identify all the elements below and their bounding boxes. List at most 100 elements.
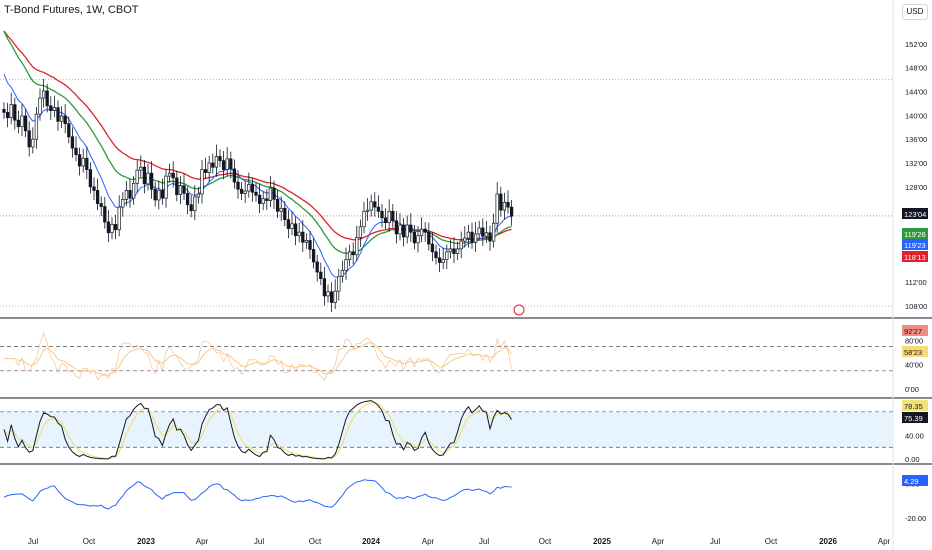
candle <box>445 251 449 260</box>
time-tick-label: 2026 <box>819 537 837 546</box>
price-label-box <box>902 208 928 219</box>
rsi-line <box>4 331 512 381</box>
price-tick-label: 108'00 <box>905 302 927 311</box>
time-tick-label: 2025 <box>593 537 611 546</box>
candle <box>70 136 75 149</box>
candle <box>286 219 291 229</box>
candle <box>243 190 247 194</box>
candle <box>34 113 39 140</box>
currency-button[interactable]: USD <box>902 4 928 20</box>
candle <box>351 251 355 256</box>
stoch-tick-label: 40.00 <box>905 431 924 440</box>
candle <box>185 193 190 206</box>
candle <box>207 162 211 173</box>
candle <box>412 231 417 244</box>
candle <box>380 210 384 219</box>
stoch-label-text: 75.39 <box>904 414 923 423</box>
candle <box>470 231 474 243</box>
candle <box>117 206 121 231</box>
candle <box>27 130 31 148</box>
candle <box>157 190 161 201</box>
candle <box>427 231 431 245</box>
candle <box>340 269 345 277</box>
candle <box>455 248 460 254</box>
candle <box>383 217 388 223</box>
candle <box>398 224 402 235</box>
candle <box>311 249 316 263</box>
candle <box>211 162 215 168</box>
candle <box>149 172 154 190</box>
candle <box>499 193 503 211</box>
candle <box>394 220 399 235</box>
candle <box>85 157 89 170</box>
candle <box>247 184 251 192</box>
candle <box>459 240 463 250</box>
candle <box>387 210 391 223</box>
candle <box>369 201 373 211</box>
time-tick-label: Oct <box>83 537 96 546</box>
price-label-box <box>902 251 928 262</box>
candle <box>268 187 273 201</box>
candle <box>463 237 467 242</box>
candle <box>365 209 370 212</box>
candle <box>304 240 309 243</box>
candle <box>5 112 10 119</box>
candle <box>139 166 143 171</box>
candle <box>239 188 244 194</box>
event-marker <box>513 304 525 316</box>
candle <box>293 223 298 237</box>
time-tick-label: Jul <box>710 537 720 546</box>
candle <box>146 172 150 185</box>
candle <box>272 187 276 200</box>
candle <box>283 207 287 220</box>
candle <box>175 177 179 195</box>
candle <box>477 227 481 235</box>
candle <box>355 237 359 256</box>
rsi-label-text: 92'27 <box>904 327 922 336</box>
price-label-text: 119'26 <box>904 230 926 239</box>
time-tick-label: Oct <box>539 537 552 546</box>
candle <box>337 275 341 292</box>
candle <box>333 290 337 303</box>
rsi-label-box <box>902 346 928 357</box>
candle <box>38 97 42 115</box>
candle <box>182 185 186 194</box>
time-tick-label: 2023 <box>137 537 155 546</box>
candle <box>171 172 175 179</box>
time-tick-label: Apr <box>196 537 209 546</box>
stoch-d-line <box>3 401 512 460</box>
time-tick-label: Jul <box>254 537 264 546</box>
time-tick-label: Oct <box>765 537 778 546</box>
candle <box>362 210 366 228</box>
price-label-text: 123'04 <box>904 210 926 219</box>
candle <box>196 193 201 198</box>
chart-title: T-Bond Futures, 1W, CBOT <box>4 4 139 16</box>
candle <box>358 226 363 238</box>
candle <box>128 190 132 199</box>
candle <box>193 196 197 212</box>
candle <box>41 90 46 99</box>
candle <box>344 259 348 271</box>
price-tick-label: 128'00 <box>905 183 927 192</box>
price-tick-label: 112'00 <box>905 278 927 287</box>
candle <box>59 115 64 122</box>
candle <box>236 181 240 190</box>
candle <box>275 199 280 212</box>
candle <box>376 206 381 212</box>
candle <box>106 221 111 234</box>
candle <box>49 105 53 111</box>
candle <box>473 233 478 243</box>
candle <box>103 206 107 223</box>
candle <box>448 248 453 253</box>
candle <box>232 168 237 183</box>
time-axis: Jul Oct 2023 Apr Jul Oct 2024 Apr Jul Oct 2025 Apr J… <box>28 537 891 546</box>
time-tick-label: Apr <box>422 537 435 546</box>
candle <box>409 224 413 233</box>
ma-slow-line <box>3 30 512 241</box>
price-label-box <box>902 228 928 239</box>
candle <box>484 232 489 237</box>
rsi-label-text: 58'23 <box>904 348 922 357</box>
candle <box>315 261 319 273</box>
candle <box>221 160 226 170</box>
